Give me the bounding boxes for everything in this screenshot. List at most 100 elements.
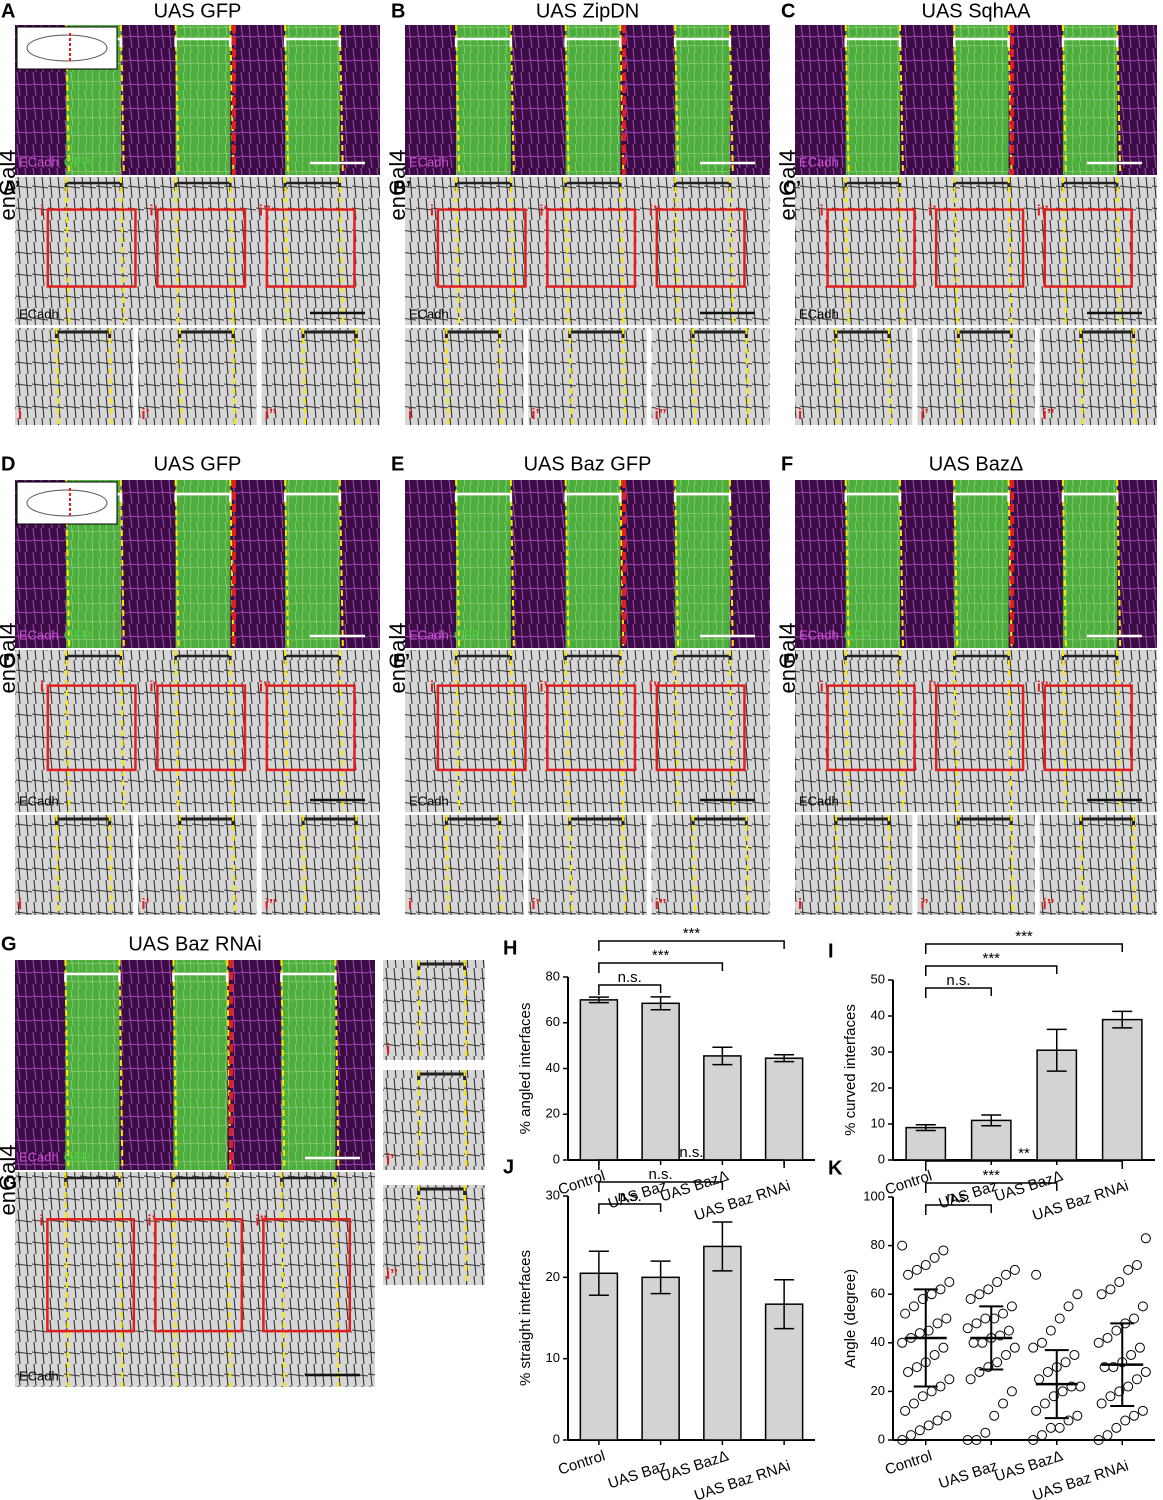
data-point — [1006, 1386, 1017, 1397]
inset-label: i — [18, 896, 22, 913]
roi-label: i’ — [149, 679, 157, 696]
gray-border — [728, 649, 734, 813]
stripe-border — [728, 24, 734, 176]
y-tick-label: 20 — [871, 1383, 885, 1398]
data-point — [983, 1362, 994, 1373]
data-point — [995, 1330, 1006, 1341]
inset-border — [1132, 814, 1137, 916]
roi-box — [156, 684, 247, 772]
inset-border — [417, 959, 422, 1061]
inset-bracket — [301, 817, 358, 825]
error-bar — [588, 1250, 609, 1296]
panel-title: UAS GFP — [154, 0, 242, 22]
stripe-border — [174, 24, 180, 176]
gray-bracket — [953, 181, 1010, 191]
inset-label: i’ — [531, 406, 539, 423]
gray-border — [1061, 649, 1067, 813]
significance-bracket — [598, 1203, 662, 1214]
inset-border — [498, 327, 503, 426]
inset-border — [835, 327, 840, 426]
gray-stain-label: ECadh — [799, 793, 839, 808]
stripe-border — [455, 24, 461, 176]
data-point — [908, 1301, 919, 1312]
data-point — [1045, 1325, 1056, 1336]
gray-border — [174, 649, 180, 813]
significance-label: *** — [683, 925, 701, 942]
gray-border — [119, 649, 125, 813]
inset-bracket — [417, 962, 467, 970]
gray-bracket — [673, 654, 732, 664]
inset-border — [463, 959, 468, 1061]
data-point — [1063, 1301, 1074, 1312]
stripe-border — [728, 479, 734, 649]
inset-border — [445, 327, 450, 426]
gray-border — [338, 176, 344, 326]
gray-border — [455, 649, 461, 813]
error-bar — [650, 1260, 671, 1295]
inset-label: i’ — [141, 406, 149, 423]
roi-box — [436, 208, 527, 288]
y-tick-label: 0 — [553, 1151, 560, 1166]
data-point — [1072, 1289, 1083, 1300]
gfp-stripe — [456, 480, 511, 648]
y-tick-label: 20 — [546, 1106, 560, 1121]
significance-bracket — [925, 1160, 1123, 1171]
gray-border — [898, 649, 904, 813]
gray-border — [174, 176, 180, 326]
panel-title: UAS BazΔ — [929, 453, 1024, 475]
roi-box — [826, 208, 916, 288]
bar — [703, 1055, 742, 1161]
inset-border — [1010, 814, 1015, 916]
sd-bar — [1110, 1322, 1135, 1407]
stripe-bracket — [844, 492, 902, 502]
inset-bracket — [691, 817, 748, 825]
data-point — [1093, 1337, 1104, 1348]
x-tick-label: Control — [883, 1447, 934, 1478]
data-point — [1131, 1374, 1142, 1385]
side-label: enGal4 — [0, 1145, 20, 1216]
stripe-border — [1116, 24, 1122, 176]
significance-label: n.s. — [618, 1188, 642, 1205]
inset-bracket — [834, 817, 891, 825]
y-tick-label: 30 — [546, 1187, 560, 1202]
inset-image — [795, 815, 913, 915]
inset-border — [957, 327, 962, 426]
inset-border — [568, 327, 573, 426]
sd-bar — [979, 1305, 1004, 1371]
data-point — [929, 1252, 940, 1263]
inset-image — [261, 328, 380, 425]
inset-border — [108, 327, 113, 426]
prime-label: A’ — [3, 178, 20, 198]
significance-bracket — [925, 987, 992, 998]
roi-label: i — [40, 679, 44, 696]
gray-stain-label: ECadh — [409, 793, 449, 808]
stripe-bracket — [172, 972, 229, 982]
gfp-stripe — [954, 480, 1009, 648]
gray-border — [229, 176, 235, 326]
y-tick-label: 0 — [553, 1431, 560, 1446]
gray-border — [284, 176, 290, 326]
roi-box — [46, 1218, 136, 1333]
stripe-border — [284, 24, 290, 176]
stain-label: ECadh — [19, 154, 59, 169]
inset-bracket — [444, 330, 502, 338]
stripe-border — [118, 959, 124, 1171]
panel-title: UAS Baz GFP — [524, 453, 652, 475]
inset-image — [383, 960, 485, 1060]
data-point — [938, 1245, 949, 1256]
data-point — [926, 1386, 937, 1397]
significance-label: n.s. — [679, 1144, 703, 1161]
error-bar — [915, 1123, 936, 1132]
inset-border — [1079, 814, 1084, 916]
inset-image — [528, 328, 647, 425]
data-point — [989, 1313, 1000, 1324]
stripe-bracket — [1061, 492, 1119, 502]
chart-letter: K — [828, 1157, 843, 1179]
gray-image — [15, 177, 380, 325]
y-tick-label: 10 — [871, 1115, 885, 1130]
inset-bracket — [54, 330, 112, 338]
panel-letter: F — [781, 453, 793, 475]
gray-border — [1061, 176, 1067, 326]
inset-border — [745, 814, 750, 916]
inset-border — [692, 814, 697, 916]
